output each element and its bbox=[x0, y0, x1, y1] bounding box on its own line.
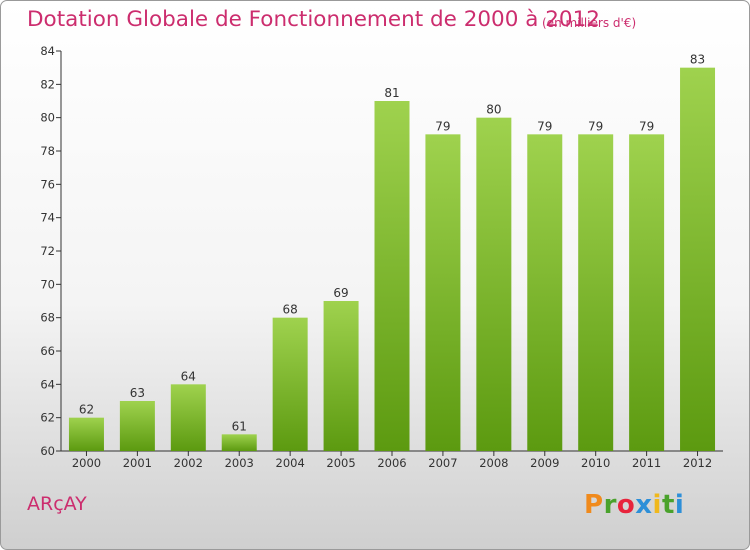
bar-value-label: 79 bbox=[639, 119, 654, 133]
bar-value-label: 79 bbox=[435, 119, 450, 133]
logo-letter: i bbox=[652, 490, 662, 520]
x-tick-label: 2006 bbox=[377, 456, 406, 470]
bar-2011 bbox=[629, 134, 665, 452]
bar-value-label: 61 bbox=[232, 419, 247, 433]
y-tick-label: 80 bbox=[40, 111, 55, 125]
bar-2000 bbox=[68, 417, 104, 451]
y-tick-label: 84 bbox=[40, 44, 55, 58]
bar-value-label: 79 bbox=[588, 119, 603, 133]
y-tick-label: 72 bbox=[40, 244, 55, 258]
x-tick-label: 2011 bbox=[632, 456, 661, 470]
chart-subtitle: (en milliers d'€) bbox=[542, 16, 637, 30]
bar-2002 bbox=[170, 384, 206, 451]
chart-title: Dotation Globale de Fonctionnement de 20… bbox=[27, 7, 600, 32]
bar-value-label: 62 bbox=[79, 403, 94, 417]
x-tick-label: 2009 bbox=[530, 456, 559, 470]
y-tick-label: 62 bbox=[40, 411, 55, 425]
bar-value-label: 79 bbox=[537, 119, 552, 133]
logo-letter: i bbox=[674, 490, 685, 520]
x-tick-label: 2001 bbox=[123, 456, 152, 470]
y-tick-label: 70 bbox=[40, 277, 55, 291]
bar-2006 bbox=[374, 101, 410, 451]
bar-value-label: 63 bbox=[130, 386, 145, 400]
bar-2005 bbox=[323, 301, 359, 451]
logo-letter: o bbox=[616, 490, 636, 520]
x-tick-label: 2003 bbox=[225, 456, 254, 470]
y-tick-label: 82 bbox=[40, 77, 55, 91]
y-tick-label: 78 bbox=[40, 144, 55, 158]
x-tick-label: 2002 bbox=[174, 456, 203, 470]
bar-2008 bbox=[476, 117, 512, 452]
y-tick-label: 64 bbox=[40, 377, 55, 391]
bar-2007 bbox=[425, 134, 461, 452]
bar-2003 bbox=[221, 434, 257, 451]
bar-value-label: 68 bbox=[283, 303, 298, 317]
bar-2004 bbox=[272, 317, 308, 451]
x-tick-label: 2004 bbox=[276, 456, 305, 470]
x-tick-label: 2012 bbox=[683, 456, 712, 470]
bar-2009 bbox=[527, 134, 563, 452]
logo-letter: P bbox=[584, 490, 604, 520]
x-tick-label: 2007 bbox=[428, 456, 457, 470]
commune-name: ARçAY bbox=[27, 493, 87, 515]
bar-value-label: 69 bbox=[333, 286, 348, 300]
logo-letter: r bbox=[603, 490, 617, 520]
bar-2010 bbox=[578, 134, 614, 452]
logo-letter: t bbox=[661, 490, 675, 520]
y-tick-label: 60 bbox=[40, 444, 55, 458]
proxiti-logo: Proxiti bbox=[584, 490, 684, 520]
x-tick-label: 2010 bbox=[581, 456, 610, 470]
bar-value-label: 80 bbox=[486, 103, 501, 117]
x-tick-label: 2008 bbox=[479, 456, 508, 470]
bar-2001 bbox=[119, 401, 155, 451]
bar-value-label: 83 bbox=[690, 53, 705, 67]
y-tick-label: 66 bbox=[40, 344, 55, 358]
y-tick-label: 74 bbox=[40, 211, 55, 225]
logo-letter: x bbox=[635, 490, 653, 520]
y-tick-label: 76 bbox=[40, 177, 55, 191]
bar-2012 bbox=[680, 67, 716, 452]
x-tick-label: 2000 bbox=[72, 456, 101, 470]
bar-value-label: 64 bbox=[181, 369, 196, 383]
x-tick-label: 2005 bbox=[326, 456, 355, 470]
y-tick-label: 68 bbox=[40, 311, 55, 325]
bar-value-label: 81 bbox=[384, 86, 399, 100]
